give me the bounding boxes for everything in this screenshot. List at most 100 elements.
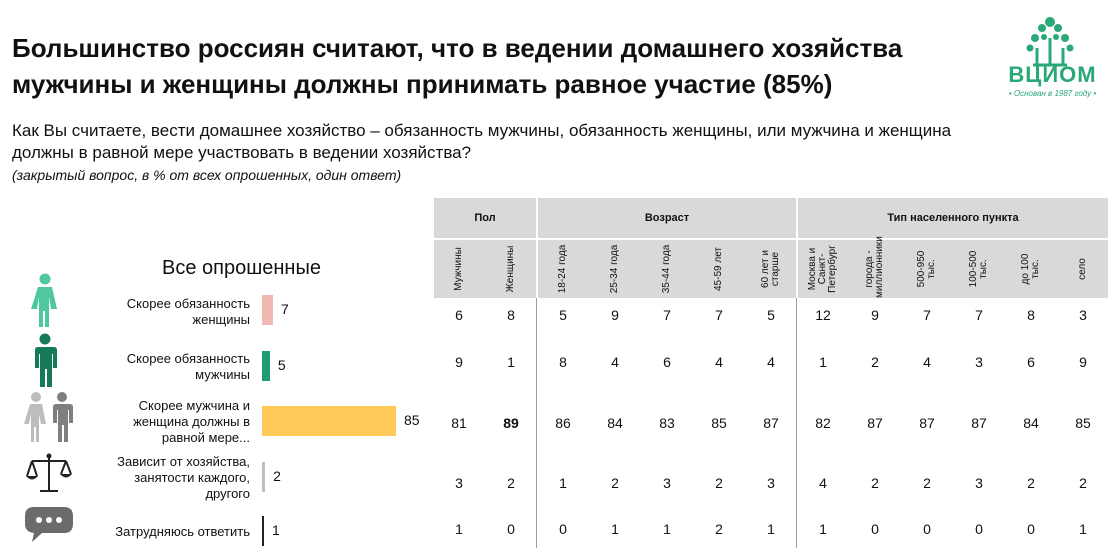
- table-cell: 6: [1027, 354, 1035, 370]
- row-label-women: Скорее обязанность женщины: [126, 296, 250, 327]
- column-header: 35-44 года: [661, 244, 672, 294]
- group-header-age: Возраст: [644, 212, 690, 224]
- header-divider: [536, 198, 538, 298]
- table-cell: 7: [975, 307, 983, 323]
- table-cell: 2: [715, 475, 723, 491]
- table-cell: 7: [715, 307, 723, 323]
- table-cell: 9: [1079, 354, 1087, 370]
- row-label-dont-know: Затрудняюсь ответить: [115, 524, 250, 539]
- table-cell: 6: [663, 354, 671, 370]
- table-cell: 1: [455, 521, 463, 537]
- table-cell: 2: [871, 354, 879, 370]
- column-header: Мужчины: [453, 247, 464, 291]
- table-cell: 8: [559, 354, 567, 370]
- bar-value-4: 1: [272, 522, 280, 538]
- logo-wordmark: ВЦИОМ: [1008, 62, 1097, 87]
- group-divider: [536, 298, 537, 548]
- header-row-divider: [434, 238, 1108, 240]
- table-cell: 0: [975, 521, 983, 537]
- survey-question: Как Вы считаете, вести домашнее хозяйств…: [12, 121, 952, 162]
- column-header: 60 лет и старше: [760, 250, 781, 288]
- table-cell: 3: [455, 475, 463, 491]
- table-cell: 5: [559, 307, 567, 323]
- table-cell: 1: [819, 354, 827, 370]
- table-cell: 1: [663, 521, 671, 537]
- table-cell: 85: [1075, 415, 1091, 431]
- table-cell: 2: [871, 475, 879, 491]
- speech-bubble-icon: [25, 507, 73, 542]
- column-header: Москва и Санкт-Петербург: [807, 245, 838, 293]
- scales-icon: [26, 453, 72, 492]
- table-cell: 4: [819, 475, 827, 491]
- table-cell: 1: [507, 354, 515, 370]
- page-title: Большинство россиян считают, что в веден…: [12, 33, 903, 99]
- bar-value-2: 85: [404, 412, 420, 428]
- table-cell: 1: [1079, 521, 1087, 537]
- table-cell: 3: [767, 475, 775, 491]
- row-label-depends: Зависит от хозяйства, занятости каждого,…: [117, 454, 250, 501]
- bar-2: [262, 406, 396, 436]
- table-cell: 84: [607, 415, 623, 431]
- table-cell: 9: [611, 307, 619, 323]
- table-cell: 3: [663, 475, 671, 491]
- table-cell: 6: [455, 307, 463, 323]
- table-cell: 3: [1079, 307, 1087, 323]
- table-cell: 1: [767, 521, 775, 537]
- bar-0: [262, 295, 274, 325]
- table-cell: 4: [923, 354, 931, 370]
- table-header-background: [434, 198, 1108, 298]
- table-cell: 84: [1023, 415, 1039, 431]
- table-cell: 0: [559, 521, 567, 537]
- table-cell: 12: [815, 307, 831, 323]
- all-respondents-label: Все опрошенные: [162, 257, 321, 279]
- table-cell: 89: [503, 415, 519, 431]
- column-header: 500-950 тыс.: [916, 250, 937, 288]
- row-label-men: Скорее обязанность мужчины: [126, 351, 250, 382]
- table-cell: 0: [923, 521, 931, 537]
- table-cell: 4: [767, 354, 775, 370]
- column-header: село: [1077, 258, 1088, 280]
- column-header: до 100 тыс.: [1020, 253, 1041, 285]
- row-label-equal: Скорее мужчина и женщина должны в равной…: [133, 398, 250, 445]
- table-cell: 1: [819, 521, 827, 537]
- logo-subtitle: • Основан в 1987 году •: [1008, 89, 1097, 98]
- table-cell: 8: [1027, 307, 1035, 323]
- group-header-sex: Пол: [474, 212, 496, 224]
- table-cell: 87: [919, 415, 935, 431]
- table-cell: 7: [663, 307, 671, 323]
- table-cell: 0: [1027, 521, 1035, 537]
- table-cell: 85: [711, 415, 727, 431]
- table-cell: 2: [611, 475, 619, 491]
- column-header: 100-500 тыс.: [968, 250, 989, 288]
- table-cell: 82: [815, 415, 831, 431]
- bar-1: [262, 351, 270, 381]
- table-cell: 2: [507, 475, 515, 491]
- woman-icon: [31, 273, 57, 327]
- question-note: (закрытый вопрос, в % от всех опрошенных…: [12, 167, 402, 183]
- table-cell: 1: [611, 521, 619, 537]
- header-divider: [796, 198, 798, 298]
- column-header: 25-34 года: [609, 244, 620, 294]
- table-cell: 83: [659, 415, 675, 431]
- table-cell: 0: [507, 521, 515, 537]
- table-cell: 2: [715, 521, 723, 537]
- vciom-tree-logo-icon: [1026, 17, 1074, 67]
- group-header-settlement: Тип населенного пункта: [887, 212, 1019, 224]
- column-header: 18-24 года: [557, 244, 568, 294]
- bar-value-1: 5: [277, 357, 286, 373]
- table-cell: 87: [971, 415, 987, 431]
- group-divider: [796, 298, 797, 548]
- table-cell: 9: [455, 354, 463, 370]
- bar-value-0: 7: [281, 301, 289, 317]
- table-cell: 8: [507, 307, 515, 323]
- table-cell: 87: [867, 415, 883, 431]
- table-cell: 1: [559, 475, 567, 491]
- bar-4: [262, 516, 264, 546]
- table-cell: 4: [715, 354, 723, 370]
- table-cell: 2: [923, 475, 931, 491]
- table-cell: 7: [923, 307, 931, 323]
- table-cell: 87: [763, 415, 779, 431]
- bar-value-3: 2: [273, 468, 281, 484]
- table-cell: 3: [975, 475, 983, 491]
- column-header: 45-59 лет: [713, 247, 724, 291]
